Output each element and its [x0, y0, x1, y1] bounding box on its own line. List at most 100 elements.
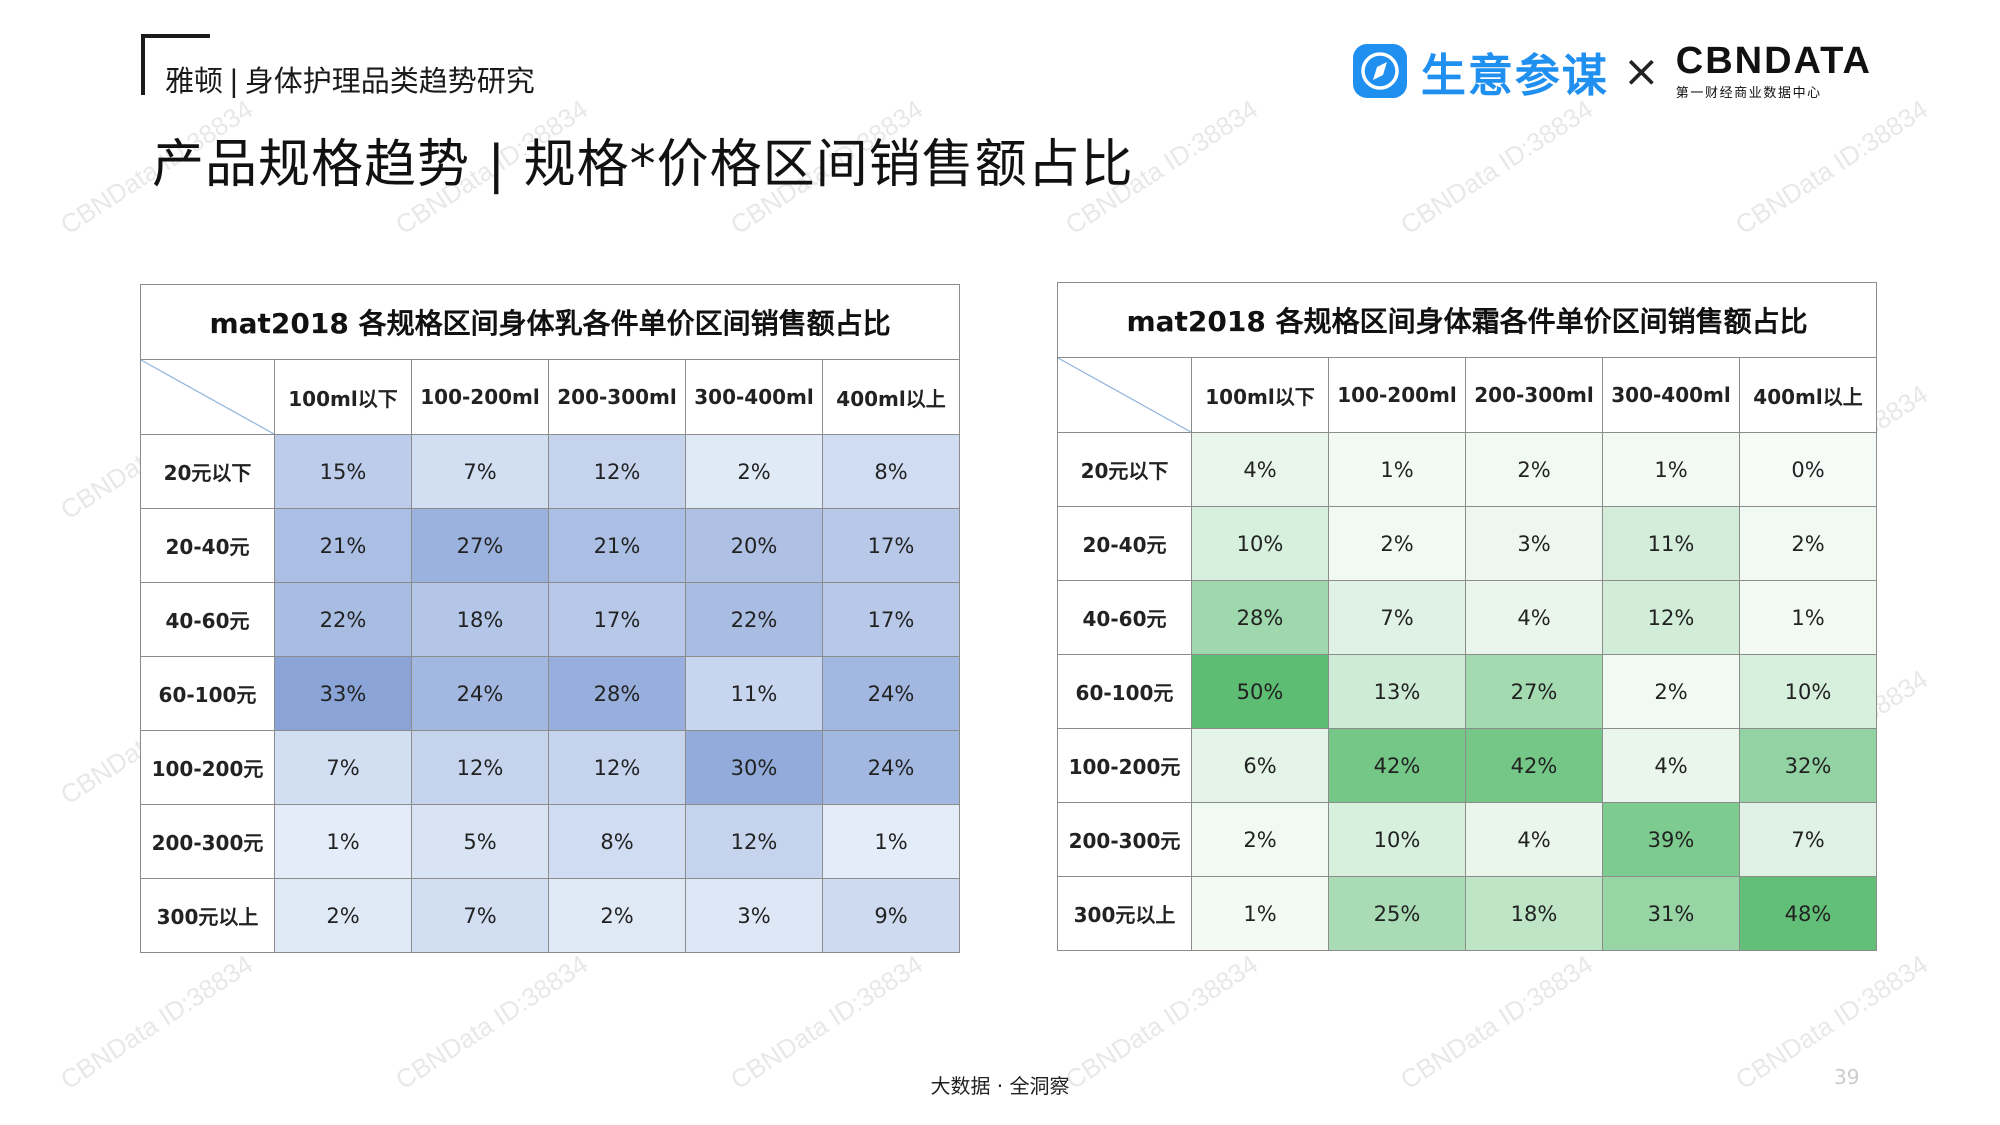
heatmap-cell: 2% — [1738, 506, 1878, 581]
heatmap-cell: 2% — [1602, 654, 1740, 729]
column-header: 100-200ml — [411, 359, 549, 435]
heatmap-cell: 17% — [821, 582, 961, 657]
heatmap-cell: 21% — [548, 508, 686, 583]
heatmap-cell: 11% — [1602, 506, 1740, 581]
subtitle-divider: | — [229, 64, 239, 98]
column-header: 100-200ml — [1328, 357, 1466, 433]
page-title: 产品规格趋势 | 规格*价格区间销售额占比 — [152, 135, 1134, 195]
heatmap-cell: 33% — [274, 656, 412, 731]
heatmap-cell: 9% — [821, 878, 961, 953]
column-header: 200-300ml — [548, 359, 686, 435]
heatmap-cell: 27% — [411, 508, 549, 583]
heatmap-cell: 17% — [821, 508, 961, 583]
row-header: 40-60元 — [140, 582, 275, 657]
column-header: 100ml以下 — [1191, 357, 1329, 433]
heatmap-cell: 12% — [685, 804, 823, 879]
lotion-heatmap-table: mat2018 各规格区间身体乳各件单价区间销售额占比 100ml以下 100-20… — [139, 284, 961, 953]
chart-title: mat2018 各规格区间身体乳各件单价区间销售额占比 — [139, 284, 961, 360]
heatmap-cell: 4% — [1602, 728, 1740, 803]
column-header: 100ml以下 — [274, 359, 412, 435]
times-symbol: × — [1622, 45, 1660, 97]
row-header: 60-100元 — [140, 656, 275, 731]
row-header: 200-300元 — [1057, 802, 1192, 877]
heatmap-cell: 25% — [1328, 876, 1466, 951]
heatmap-cell: 3% — [685, 878, 823, 953]
page-number: 39 — [1834, 1065, 1860, 1089]
sycm-compass-icon — [1352, 44, 1407, 98]
heatmap-cell: 22% — [274, 582, 412, 657]
heatmap-cell: 17% — [548, 582, 686, 657]
row-header: 20-40元 — [1057, 506, 1192, 581]
heatmap-cell: 13% — [1328, 654, 1466, 729]
table-row: 60-100元 50% 13% 27% 2% 10% — [1057, 654, 1878, 729]
table-row: 300元以上 2% 7% 2% 3% 9% — [140, 878, 961, 953]
heatmap-cell: 18% — [411, 582, 549, 657]
heatmap-cell: 6% — [1191, 728, 1329, 803]
heatmap-cell: 24% — [821, 730, 961, 805]
heatmap-cell: 22% — [685, 582, 823, 657]
column-header: 300-400ml — [1602, 357, 1740, 433]
table-row: 60-100元 33% 24% 28% 11% 24% — [140, 656, 961, 731]
heatmap-cell: 32% — [1738, 728, 1878, 803]
table-row: 300元以上 1% 25% 18% 31% 48% — [1057, 876, 1878, 951]
table-row: 20-40元 21% 27% 21% 20% 17% — [140, 508, 961, 583]
lotion-heatmap-panel: mat2018 各规格区间身体乳各件单价区间销售额占比 100ml以下 100-20… — [139, 284, 961, 953]
row-header: 20-40元 — [140, 508, 275, 583]
chart-title: mat2018 各规格区间身体霜各件单价区间销售额占比 — [1056, 282, 1878, 358]
report-subtitle: 雅顿 | 身体护理品类趋势研究 — [165, 58, 535, 100]
column-header: 300-400ml — [685, 359, 823, 435]
heatmap-cell: 1% — [1328, 432, 1466, 507]
heatmap-cell: 28% — [548, 656, 686, 731]
heatmap-cell: 4% — [1191, 432, 1329, 507]
heatmap-cell: 1% — [821, 804, 961, 879]
heatmap-cell: 1% — [1738, 580, 1878, 655]
heatmap-cell: 5% — [411, 804, 549, 879]
heatmap-cell: 39% — [1602, 802, 1740, 877]
heatmap-cell: 0% — [1738, 432, 1878, 507]
heatmap-cell: 2% — [685, 434, 823, 509]
heatmap-cell: 27% — [1465, 654, 1603, 729]
table-row: 200-300元 1% 5% 8% 12% 1% — [140, 804, 961, 879]
heatmap-cell: 1% — [1602, 432, 1740, 507]
heatmap-cell: 2% — [1191, 802, 1329, 877]
footer-tagline: 大数据 · 全洞察 — [930, 1074, 1070, 1098]
heatmap-cell: 10% — [1191, 506, 1329, 581]
heatmap-cell: 48% — [1738, 876, 1878, 951]
row-header: 100-200元 — [1057, 728, 1192, 803]
table-row: 100-200元 7% 12% 12% 30% 24% — [140, 730, 961, 805]
heatmap-cell: 2% — [1465, 432, 1603, 507]
table-row: 20元以下 4% 1% 2% 1% 0% — [1057, 432, 1878, 507]
heatmap-cell: 4% — [1465, 580, 1603, 655]
heatmap-cell: 12% — [411, 730, 549, 805]
row-header: 300元以上 — [140, 878, 275, 953]
cream-heatmap-table: mat2018 各规格区间身体霜各件单价区间销售额占比 100ml以下 100-20… — [1056, 282, 1878, 951]
row-header: 40-60元 — [1057, 580, 1192, 655]
heatmap-cell: 30% — [685, 730, 823, 805]
heatmap-cell: 15% — [274, 434, 412, 509]
row-header: 60-100元 — [1057, 654, 1192, 729]
cbndata-logo-text: CBNDATA — [1675, 40, 1872, 82]
table-row: 20元以下 15% 7% 12% 2% 8% — [140, 434, 961, 509]
cream-heatmap-panel: mat2018 各规格区间身体霜各件单价区间销售额占比 100ml以下 100-20… — [1056, 282, 1878, 951]
brand-name: 雅顿 — [165, 64, 224, 98]
heatmap-cell: 3% — [1465, 506, 1603, 581]
heatmap-cell: 7% — [274, 730, 412, 805]
table-row: 40-60元 28% 7% 4% 12% 1% — [1057, 580, 1878, 655]
heatmap-cell: 2% — [274, 878, 412, 953]
heatmap-cell: 21% — [274, 508, 412, 583]
column-header: 200-300ml — [1465, 357, 1603, 433]
heatmap-cell: 7% — [1328, 580, 1466, 655]
table-row: 20-40元 10% 2% 3% 11% 2% — [1057, 506, 1878, 581]
report-topic: 身体护理品类趋势研究 — [244, 64, 535, 98]
heatmap-cell: 4% — [1465, 802, 1603, 877]
column-header: 400ml以上 — [821, 359, 961, 435]
heatmap-cell: 2% — [548, 878, 686, 953]
watermark-text: CBNData ID:38834 — [1395, 93, 1598, 241]
corner-cell — [1057, 357, 1192, 433]
heatmap-cell: 1% — [1191, 876, 1329, 951]
heatmap-cell: 31% — [1602, 876, 1740, 951]
heatmap-cell: 24% — [411, 656, 549, 731]
row-header: 20元以下 — [140, 434, 275, 509]
corner-cell — [140, 359, 275, 435]
sycm-logo-text: 生意参谋 — [1420, 48, 1609, 102]
